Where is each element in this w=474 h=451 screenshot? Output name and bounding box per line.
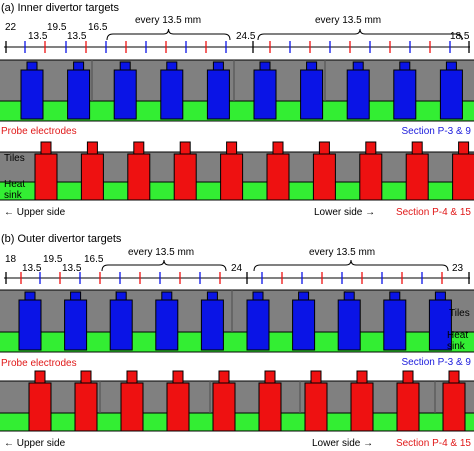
a-red-electrode-9-body	[452, 153, 474, 201]
a-red-electrode-8-body	[405, 153, 429, 201]
b-tiles-label: Tiles	[449, 308, 470, 319]
b-spacing-19-5: 19.5	[43, 254, 63, 265]
a-blue-electrode-8-body	[393, 69, 417, 120]
b-brace-1	[253, 259, 449, 272]
b-spacing-right: 23	[452, 263, 464, 274]
a-brace-0	[106, 28, 231, 41]
b-spacing-13-5-a: 13.5	[22, 263, 42, 274]
a-red-electrode-0-body	[34, 153, 58, 201]
a-red-section	[0, 141, 474, 201]
a-blue-electrode-3-body	[160, 69, 184, 120]
b-red-electrode-2-body	[120, 382, 144, 432]
a-blue-electrode-0-body	[20, 69, 44, 120]
a-probe-label: Probe electrodes	[1, 126, 77, 137]
b-blue-electrode-0-body	[18, 299, 42, 351]
b-spacing-16-5: 16.5	[84, 254, 104, 265]
b-red-section	[0, 370, 474, 432]
b-blue-electrode-9-body	[428, 299, 452, 351]
a-spacing-19-5: 19.5	[47, 22, 67, 33]
a-blue-electrode-5-body	[253, 69, 277, 120]
a-heat-label: Heat	[4, 179, 25, 190]
a-red-electrode-1-body	[80, 153, 104, 201]
b-red-electrode-0-body	[28, 382, 52, 432]
b-red-electrode-7-body	[350, 382, 374, 432]
b-blue-electrode-8-body	[383, 299, 407, 351]
b-section-blue: Section P-3 & 9	[402, 357, 472, 368]
a-tiles-label: Tiles	[4, 153, 25, 164]
b-red-electrode-8-body	[396, 382, 420, 432]
b-brace-0	[101, 259, 227, 272]
b-spacing-middle: 24	[231, 263, 243, 274]
a-spacing-13-5-b: 13.5	[67, 31, 87, 42]
b-spacing-13-5-b: 13.5	[62, 263, 82, 274]
panel-b-title: (b) Outer divertor targets	[1, 233, 122, 245]
b-blue-electrode-1-body	[64, 299, 88, 351]
b-every-2: every 13.5 mm	[309, 247, 375, 258]
a-spacing-13-5-a: 13.5	[28, 31, 48, 42]
b-blue-electrode-2-body	[109, 299, 133, 351]
b-blue-electrode-7-body	[337, 299, 361, 351]
a-blue-electrode-4-body	[206, 69, 230, 120]
a-blue-electrode-2-body	[113, 69, 137, 120]
a-red-electrode-2-body	[127, 153, 151, 201]
a-blue-electrode-1-body	[67, 69, 91, 120]
a-section-blue: Section P-3 & 9	[402, 126, 472, 137]
a-spacing-left: 22	[5, 22, 17, 33]
b-blue-electrode-3-body	[155, 299, 179, 351]
a-every-2: every 13.5 mm	[315, 15, 381, 26]
a-brace-1	[257, 28, 463, 41]
b-probe-label: Probe electrodes	[1, 358, 77, 369]
a-blue-electrode-7-body	[346, 69, 370, 120]
b-lower-side: Lower side →	[312, 438, 373, 449]
a-spacing-ruler	[4, 28, 470, 53]
b-red-electrode-1-body	[74, 382, 98, 432]
panel-a-title: (a) Inner divertor targets	[1, 2, 119, 14]
b-red-electrode-3-body	[166, 382, 190, 432]
a-spacing-middle: 24.5	[236, 31, 256, 42]
a-section-red: Section P-4 & 15	[396, 207, 471, 218]
b-blue-electrode-5-body	[246, 299, 270, 351]
a-red-electrode-3-body	[173, 153, 197, 201]
b-section-red: Section P-4 & 15	[396, 438, 471, 449]
a-red-electrode-4-body	[220, 153, 244, 201]
a-red-electrode-7-body	[359, 153, 383, 201]
a-red-electrode-5-body	[266, 153, 290, 201]
b-red-electrode-6-body	[304, 382, 328, 432]
b-heat-label: Heat	[447, 330, 468, 341]
b-sink-label: sink	[447, 341, 466, 352]
a-every-1: every 13.5 mm	[135, 15, 201, 26]
a-sink-label: sink	[4, 190, 23, 201]
b-red-electrode-9-body	[442, 382, 466, 432]
b-blue-electrode-6-body	[292, 299, 316, 351]
a-upper-side: ← Upper side	[4, 207, 66, 218]
b-red-electrode-5-body	[258, 382, 282, 432]
b-upper-side: ← Upper side	[4, 438, 66, 449]
a-red-electrode-6-body	[312, 153, 336, 201]
a-blue-electrode-9-body	[439, 69, 463, 120]
b-every-1: every 13.5 mm	[128, 247, 194, 258]
b-spacing-left: 18	[5, 254, 17, 265]
b-blue-section	[0, 289, 474, 353]
a-lower-side: Lower side →	[314, 207, 375, 218]
b-blue-electrode-4-body	[200, 299, 224, 351]
a-blue-electrode-6-body	[300, 69, 324, 120]
b-red-electrode-4-body	[212, 382, 236, 432]
a-spacing-right: 18.5	[450, 31, 470, 42]
a-spacing-16-5: 16.5	[88, 22, 108, 33]
b-spacing-ruler	[4, 259, 470, 284]
a-blue-section	[0, 59, 474, 122]
